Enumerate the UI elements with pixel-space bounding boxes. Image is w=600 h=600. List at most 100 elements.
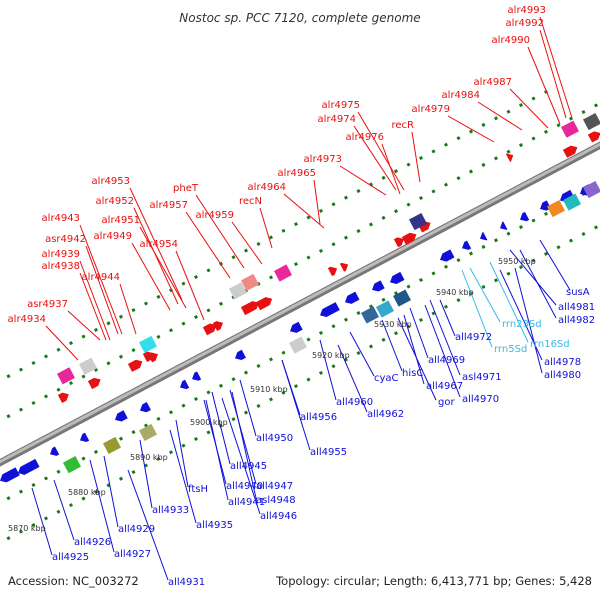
guide-dot: [268, 235, 274, 240]
reverse-gene-arrow: [520, 211, 530, 222]
leader-line: [103, 455, 119, 528]
gene-label: cyaC: [374, 373, 399, 384]
kbp-label: 5930 kbp: [374, 320, 412, 329]
guide-dot: [218, 301, 224, 306]
reverse-gene-arrow: [180, 379, 190, 390]
leader-line: [231, 221, 263, 265]
gene-label: asl4948: [256, 495, 296, 506]
reverse-gene-arrow: [18, 458, 40, 475]
leader-line: [129, 187, 183, 301]
guide-dot: [18, 529, 24, 534]
guide-dot: [368, 344, 374, 349]
topology-text: Topology: circular; Length: 6,413,771 bp…: [275, 574, 592, 588]
guide-dot: [381, 215, 386, 220]
kbp-label: 5910 kbp: [250, 385, 288, 394]
guide-dot: [93, 489, 99, 494]
gene-label: all4962: [367, 409, 404, 420]
guide-dot: [306, 215, 311, 220]
gene-label: rrn23Sd: [502, 319, 542, 330]
gene-label: alr4987: [474, 77, 512, 88]
leader-line: [357, 111, 405, 191]
guide-dot: [18, 489, 24, 494]
guide-dot: [6, 496, 11, 501]
leader-line: [185, 211, 231, 279]
guide-dot: [31, 360, 36, 366]
guide-dot: [406, 162, 411, 167]
guide-dot: [293, 384, 299, 389]
forward-gene-arrow: [57, 392, 69, 403]
gene-label: alr4965: [278, 168, 316, 179]
guide-dot: [393, 169, 399, 174]
guide-dot: [156, 416, 161, 421]
gene-label: alr4953: [92, 176, 130, 187]
gene-label: alr4984: [442, 90, 480, 101]
leader-line: [381, 143, 401, 195]
guide-dot: [531, 96, 536, 101]
guide-dot: [443, 304, 449, 309]
guide-dot: [343, 317, 349, 322]
leader-line: [139, 226, 187, 309]
guide-dot: [68, 341, 74, 346]
guide-dot: [343, 195, 349, 200]
guide-dot: [81, 496, 86, 501]
forward-gene-arrow: [202, 323, 217, 336]
guide-dot: [543, 211, 549, 216]
guide-dot: [381, 297, 386, 302]
guide-dot: [243, 410, 249, 415]
leader-line: [67, 310, 101, 341]
leader-line: [127, 469, 169, 581]
reverse-gene-arrow: [372, 280, 385, 292]
gene-label: all4931: [168, 577, 205, 588]
leader-line: [509, 88, 549, 129]
guide-dot: [156, 294, 161, 299]
leader-line: [539, 239, 571, 291]
leader-line: [139, 439, 153, 509]
gene-box: [139, 423, 157, 441]
guide-dot: [306, 337, 311, 342]
leader-line: [337, 344, 368, 413]
guide-dot: [43, 394, 49, 399]
reverse-gene-arrow: [390, 271, 405, 285]
guide-dot: [56, 387, 61, 392]
guide-dot: [418, 317, 424, 323]
guide-dot: [18, 407, 24, 412]
strand-guide-dots: [6, 89, 599, 541]
guide-dot: [281, 390, 286, 395]
leader-line: [131, 242, 171, 311]
forward-gene-arrow: [255, 297, 273, 311]
gene-label: all4927: [114, 549, 151, 560]
guide-dot: [18, 367, 24, 372]
guide-dot: [168, 450, 174, 455]
gene-box: [583, 112, 600, 131]
forward-gene-arrow: [339, 262, 349, 272]
guide-dot: [193, 274, 199, 280]
leader-line: [281, 359, 311, 451]
reverse-gene-arrow: [440, 249, 455, 262]
guide-dot: [318, 248, 324, 253]
reverse-gene-arrow: [192, 371, 202, 381]
genome-backbone: [0, 141, 600, 467]
gene-box: [289, 336, 307, 354]
leader-line: [31, 487, 53, 556]
guide-dot: [181, 403, 186, 408]
guide-dot: [118, 314, 124, 319]
leader-line: [85, 245, 119, 335]
guide-dot: [406, 202, 411, 207]
gene-label: alr4990: [492, 35, 530, 46]
gene-label: asl4971: [462, 372, 502, 383]
guide-dot: [218, 383, 224, 388]
gene-box: [103, 436, 121, 455]
gene-label: recR: [392, 120, 415, 131]
gene-label: all4926: [74, 537, 111, 548]
gene-label: all4950: [256, 433, 293, 444]
guide-dot: [468, 251, 474, 256]
leader-line: [45, 325, 79, 361]
forward-gene-arrow: [393, 237, 404, 248]
guide-dot: [393, 209, 399, 214]
gene-label: alr4954: [140, 239, 178, 250]
gene-label: recN: [239, 196, 262, 207]
gene-label: alr4993: [508, 5, 546, 16]
forward-gene-arrow: [147, 352, 158, 363]
gene-box: [241, 273, 259, 292]
guide-dot: [493, 278, 499, 283]
